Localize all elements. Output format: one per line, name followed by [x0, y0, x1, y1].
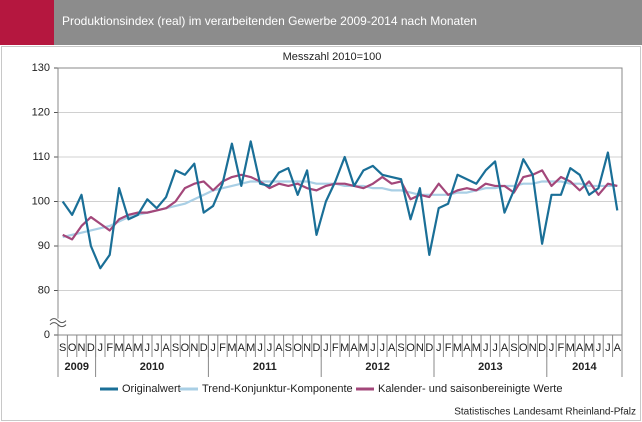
x-tick-label: A	[238, 342, 246, 354]
x-tick-label: S	[59, 342, 66, 354]
x-tick-label: D	[200, 342, 208, 354]
header-accent	[0, 0, 54, 45]
source: Statistisches Landesamt Rheinland-Pfalz	[454, 407, 636, 418]
year-label: 2011	[253, 361, 277, 373]
y-tick-label: 110	[32, 151, 50, 163]
legend-label: Originalwert	[122, 383, 181, 395]
x-tick-label: D	[425, 342, 433, 354]
x-tick-label: J	[267, 342, 273, 354]
x-tick-label: J	[323, 342, 329, 354]
year-label: 2010	[140, 361, 164, 373]
year-label: 2012	[365, 361, 389, 373]
x-tick-label: J	[596, 342, 602, 354]
x-tick-label: M	[566, 342, 575, 354]
x-tick-label: O	[519, 342, 528, 354]
x-tick-label: A	[614, 342, 622, 354]
x-tick-label: N	[190, 342, 198, 354]
chart-title: Produktionsindex (real) im verarbeitende…	[62, 14, 477, 28]
x-tick-label: J	[549, 342, 555, 354]
x-tick-label: A	[275, 342, 283, 354]
x-tick-label: J	[210, 342, 216, 354]
x-tick-label: J	[154, 342, 160, 354]
x-tick-label: J	[257, 342, 263, 354]
x-tick-label: F	[106, 342, 113, 354]
x-tick-label: N	[529, 342, 537, 354]
series-line	[61, 140, 619, 270]
x-tick-label: N	[303, 342, 311, 354]
x-tick-label: D	[313, 342, 321, 354]
x-tick-label: F	[332, 342, 339, 354]
year-label: 2009	[65, 361, 89, 373]
x-tick-label: J	[492, 342, 498, 354]
x-tick-label: F	[558, 342, 565, 354]
x-tick-label: A	[576, 342, 584, 354]
y-tick-label: 80	[38, 284, 50, 296]
x-tick-label: O	[293, 342, 302, 354]
y-tick-label: 120	[32, 106, 50, 118]
y-tick-label: 100	[32, 195, 50, 207]
chart-frame	[1, 46, 641, 421]
x-tick-label: M	[227, 342, 236, 354]
x-tick-label: O	[406, 342, 415, 354]
x-tick-label: A	[388, 342, 396, 354]
y-tick-label: 0	[44, 329, 50, 341]
legend-label: Kalender- und saisonbereinigte Werte	[378, 383, 562, 395]
x-tick-label: S	[285, 342, 292, 354]
x-tick-label: J	[145, 342, 151, 354]
x-tick-label: J	[436, 342, 442, 354]
x-tick-label: A	[125, 342, 133, 354]
x-tick-label: J	[483, 342, 489, 354]
x-tick-label: F	[445, 342, 452, 354]
x-tick-label: M	[585, 342, 594, 354]
x-tick-label: S	[172, 342, 179, 354]
x-tick-label: J	[605, 342, 611, 354]
x-tick-label: A	[501, 342, 509, 354]
x-tick-label: F	[219, 342, 226, 354]
x-tick-label: J	[380, 342, 386, 354]
x-tick-label: A	[463, 342, 471, 354]
x-tick-label: N	[416, 342, 424, 354]
x-tick-label: A	[350, 342, 358, 354]
x-tick-label: M	[115, 342, 124, 354]
axis-break	[49, 318, 67, 328]
x-tick-label: M	[359, 342, 368, 354]
y-tick-label: 90	[38, 240, 50, 252]
x-tick-label: A	[162, 342, 170, 354]
x-tick-label: M	[453, 342, 462, 354]
x-tick-label: S	[397, 342, 404, 354]
x-tick-label: M	[340, 342, 349, 354]
x-tick-label: O	[181, 342, 190, 354]
legend-label: Trend-Konjunktur-Komponente	[202, 383, 353, 395]
x-tick-label: S	[510, 342, 517, 354]
header-bar	[54, 0, 642, 45]
x-tick-label: J	[98, 342, 104, 354]
x-tick-label: D	[87, 342, 95, 354]
y-tick-label: 130	[32, 62, 50, 74]
year-label: 2014	[572, 361, 597, 373]
year-label: 2013	[478, 361, 502, 373]
series-line	[62, 169, 618, 241]
x-tick-label: O	[68, 342, 77, 354]
axis-break-gap	[50, 318, 66, 325]
chart-subtitle: Messzahl 2010=100	[283, 51, 382, 63]
x-tick-label: D	[538, 342, 546, 354]
x-tick-label: J	[370, 342, 376, 354]
x-tick-label: M	[246, 342, 255, 354]
x-tick-label: M	[133, 342, 142, 354]
x-tick-label: N	[78, 342, 86, 354]
x-tick-label: M	[472, 342, 481, 354]
